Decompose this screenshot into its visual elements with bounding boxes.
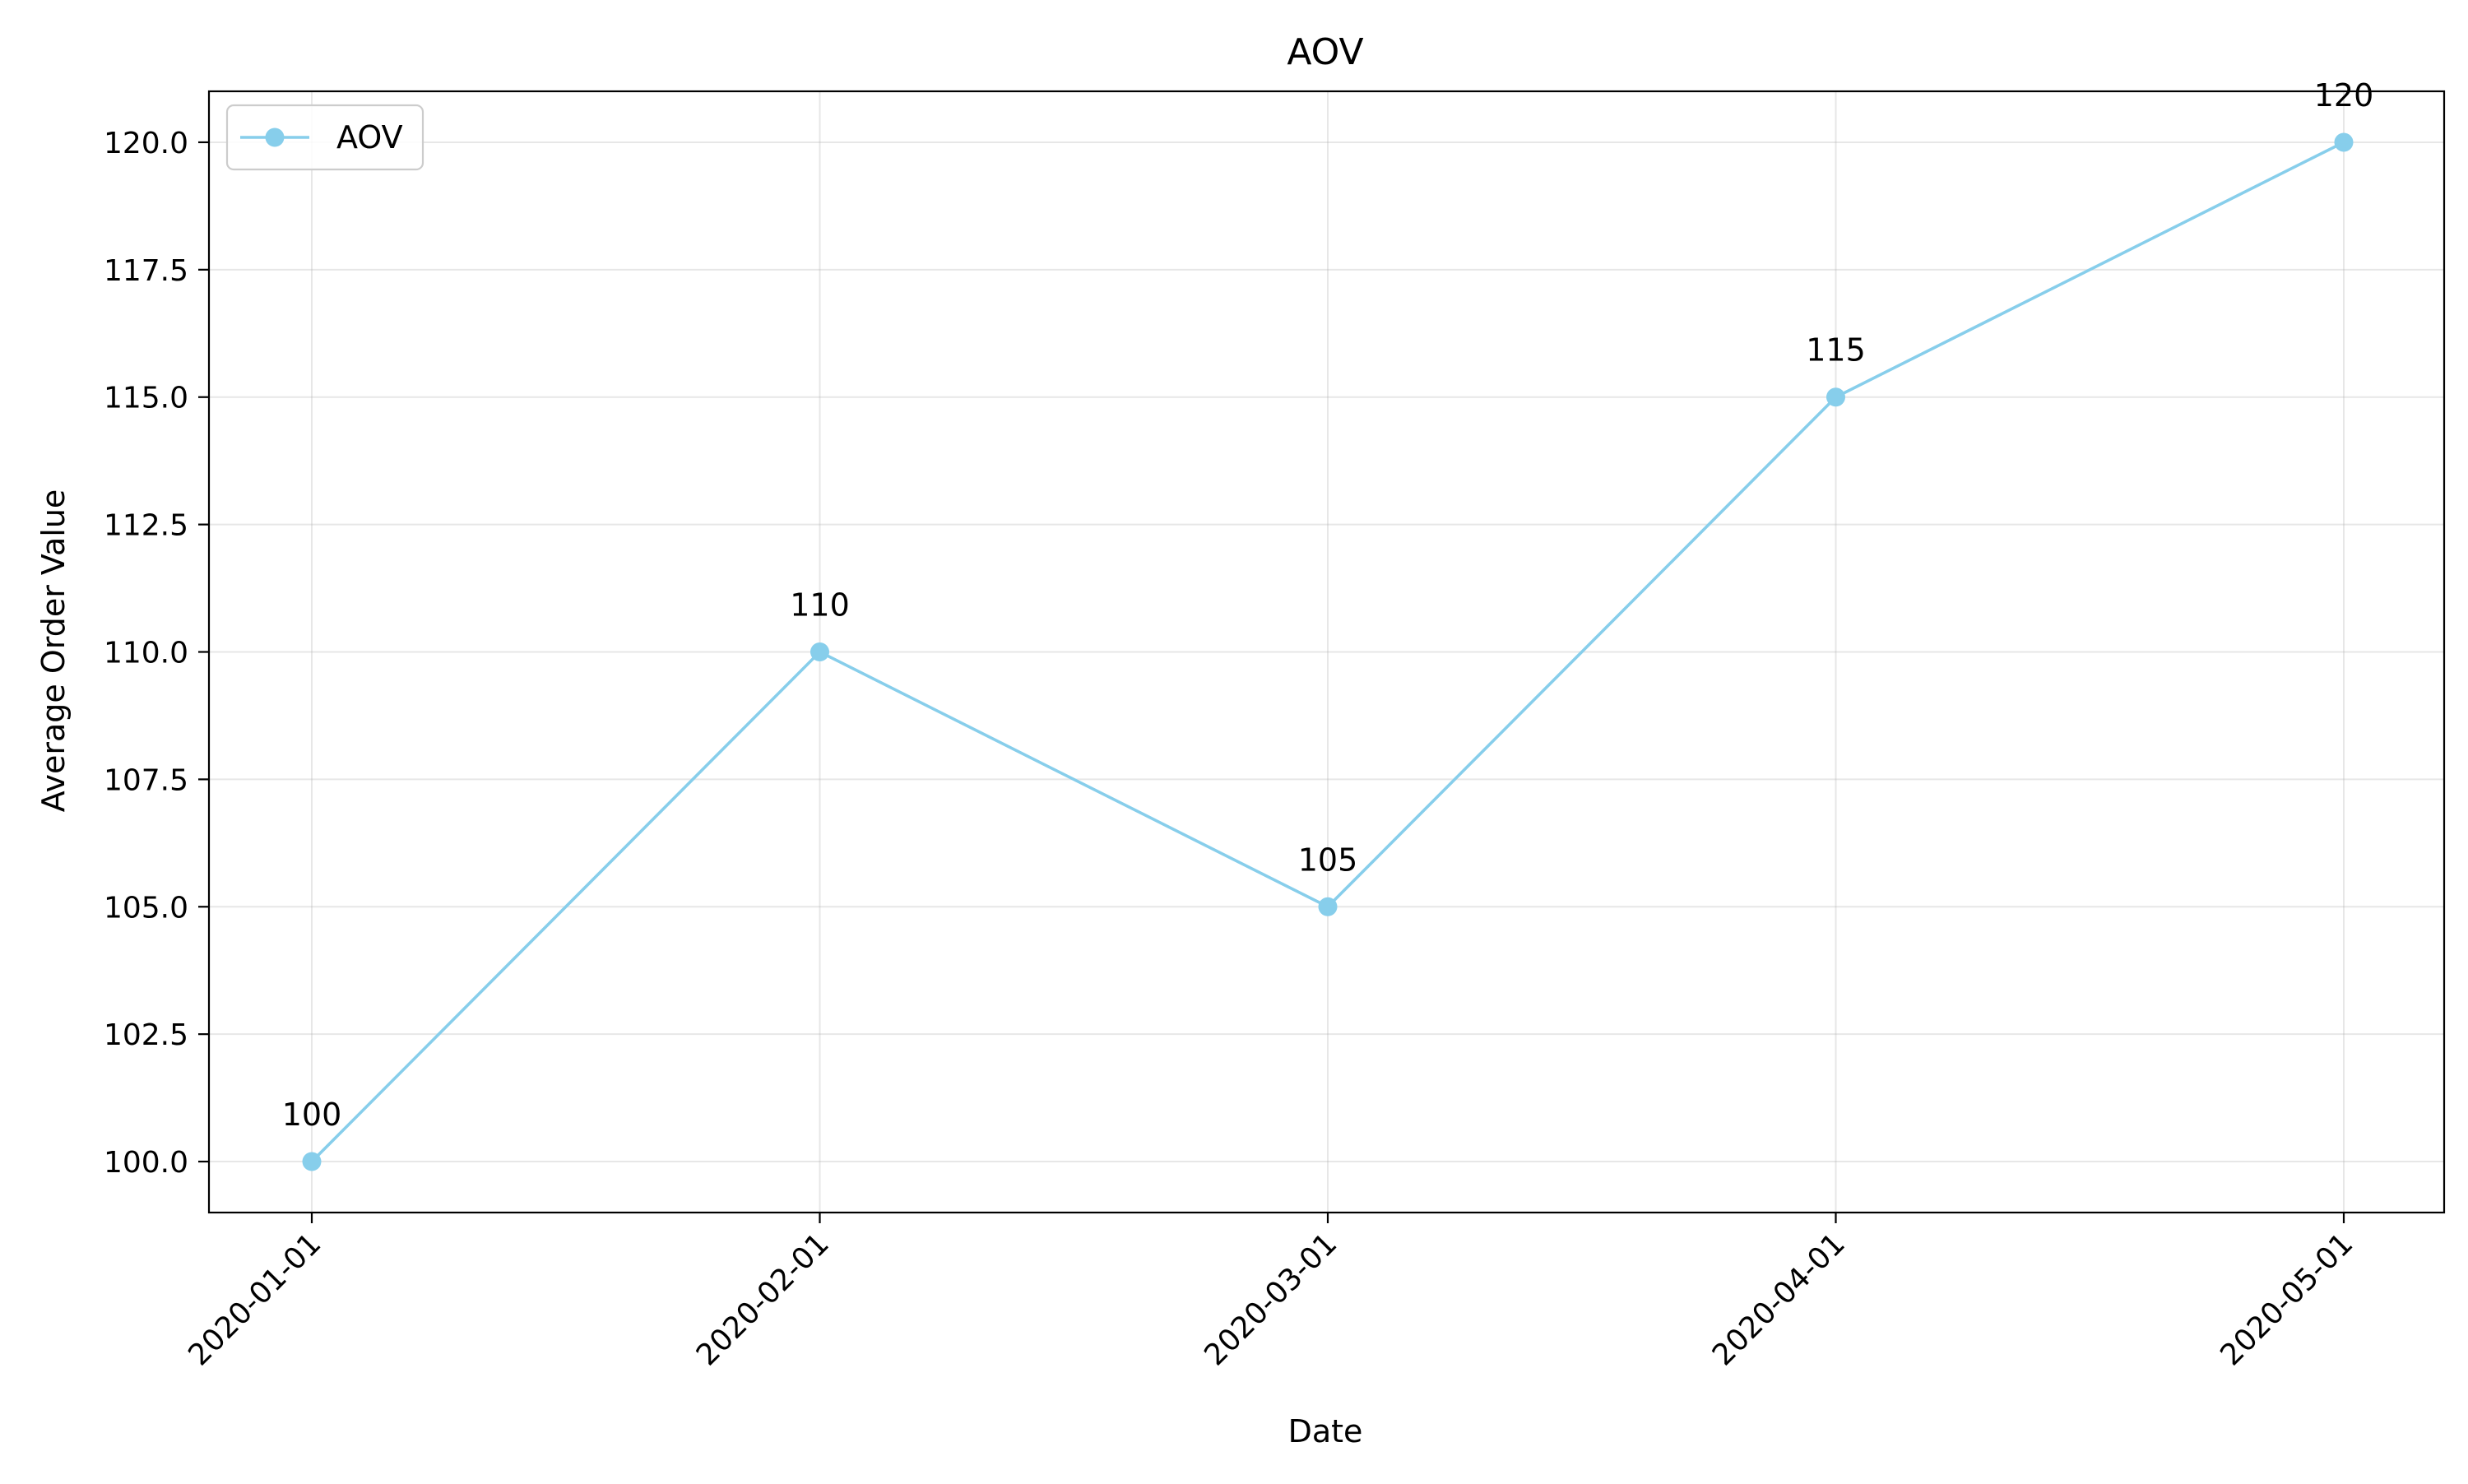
y-tick-label: 102.5 bbox=[104, 1018, 188, 1052]
legend-marker-swatch bbox=[265, 128, 285, 147]
data-point bbox=[2334, 132, 2354, 152]
y-axis-label: Average Order Value bbox=[35, 489, 72, 813]
y-tick-label: 100.0 bbox=[104, 1146, 188, 1180]
data-point bbox=[302, 1152, 322, 1171]
legend-entry-label: AOV bbox=[336, 119, 403, 155]
chart-title: AOV bbox=[1287, 31, 1363, 73]
data-label: 120 bbox=[2314, 77, 2374, 114]
y-axis-ticks: 100.0 102.5 105.0 107.5 110.0 112.5 115.0 117.5… bbox=[104, 127, 209, 1180]
series-layer bbox=[302, 132, 2354, 1171]
x-axis-label: Date bbox=[1288, 1413, 1363, 1449]
data-point bbox=[810, 642, 829, 661]
data-label: 110 bbox=[790, 587, 850, 624]
y-tick-label: 115.0 bbox=[104, 382, 188, 415]
y-tick-label: 107.5 bbox=[104, 763, 188, 797]
legend-box bbox=[225, 104, 424, 171]
y-tick-label: 112.5 bbox=[104, 509, 188, 543]
data-label: 100 bbox=[282, 1097, 342, 1133]
y-tick-label: 110.0 bbox=[104, 637, 188, 670]
y-tick-label: 120.0 bbox=[104, 127, 188, 160]
data-labels: 100 110 105 115 120 bbox=[282, 77, 2374, 1133]
data-label: 115 bbox=[1806, 332, 1866, 369]
data-label: 105 bbox=[1298, 842, 1358, 878]
y-tick-label: 117.5 bbox=[104, 254, 188, 288]
data-point bbox=[1318, 897, 1338, 916]
data-point bbox=[1826, 387, 1845, 407]
grid bbox=[209, 91, 2444, 1213]
legend: AOV bbox=[225, 104, 424, 171]
y-tick-label: 105.0 bbox=[104, 891, 188, 925]
